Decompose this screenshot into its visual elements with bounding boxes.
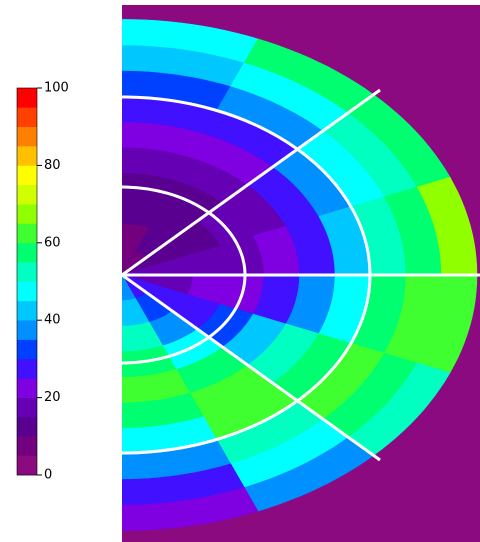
colorbar-swatch — [17, 320, 37, 340]
colorbar-tick-label: 40 — [44, 313, 61, 328]
colorbar-tick-label: 100 — [44, 81, 69, 96]
colorbar-swatch — [17, 243, 37, 263]
colorbar-swatch — [17, 107, 37, 127]
colorbar-swatch — [17, 301, 37, 321]
colorbar-swatch — [17, 436, 37, 456]
colorbar-swatch — [17, 340, 37, 360]
colorbar-swatch — [17, 378, 37, 398]
colorbar-tick-label: 0 — [44, 468, 52, 483]
colorbar-swatch — [17, 398, 37, 418]
colorbar-swatch — [17, 146, 37, 166]
colorbar-swatch — [17, 456, 37, 476]
colorbar-tick-label: 60 — [44, 235, 61, 250]
colorbar-swatch — [17, 165, 37, 185]
colorbar-swatch — [17, 223, 37, 243]
colorbar-swatch — [17, 359, 37, 379]
colorbar-swatch — [17, 204, 37, 224]
colorbar-swatch — [17, 417, 37, 437]
colorbar-swatch — [17, 185, 37, 205]
colorbar-swatch — [17, 282, 37, 302]
plot-area — [0, 5, 480, 542]
colorbar-tick-label: 20 — [44, 390, 61, 405]
colorbar: 0 20 40 60 80 100 — [17, 81, 69, 483]
colorbar-tick-label: 80 — [44, 158, 61, 173]
colorbar-swatch — [17, 127, 37, 147]
colorbar-swatch — [17, 262, 37, 282]
chart: 0 20 40 60 80 100 — [0, 0, 480, 542]
colorbar-swatch — [17, 88, 37, 108]
